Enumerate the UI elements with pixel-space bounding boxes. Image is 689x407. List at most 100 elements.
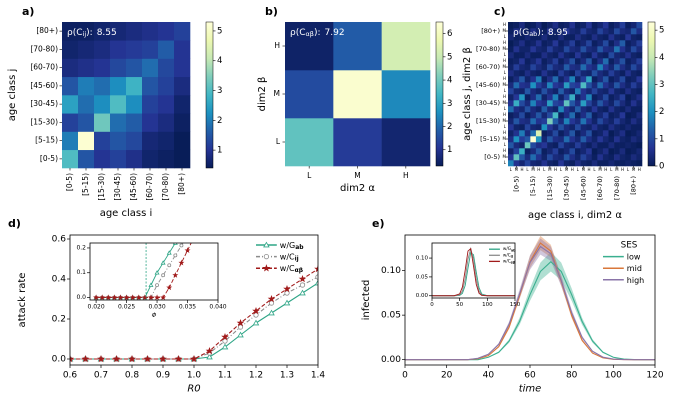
heatmap-cell [597,148,604,155]
marker [81,354,90,363]
y-tick-label: [15-30) [30,117,58,126]
heatmap-cell [541,154,548,161]
legend-name: w/C [503,252,511,257]
heatmap-cell [541,142,548,149]
heatmap-cell [625,124,632,131]
heatmap-cell [580,28,587,35]
x-tick-label: 0.8 [125,371,140,381]
y-sub-label: M [503,46,507,51]
x-tick-label: [15-30) [546,176,554,200]
heatmap-cell [530,160,537,167]
heatmap-cell [569,28,576,35]
heatmap-cell [602,64,609,71]
marker [222,338,228,344]
heatmap-cell [619,100,626,107]
x-sub-label: L [526,167,529,172]
heatmap-cell [575,136,581,143]
x-tick-label: 1.2 [249,371,263,381]
colorbar-tick-label: 1 [217,146,222,156]
heatmap-cell [608,64,615,71]
heatmap-cell [547,100,553,107]
heatmap-cell [513,88,520,95]
heatmap-cell [608,58,615,65]
heatmap-cell [535,112,542,119]
heatmap-cell [558,160,565,167]
heatmap-cell [602,154,609,161]
heatmap-cell [558,106,565,113]
heatmap-cell [552,94,559,101]
heatmap-cell [530,40,537,47]
heatmap-cell [519,154,526,161]
x-sub-label: L [560,167,563,172]
heatmap-cell [586,76,593,83]
colorbar-tick-label: 2 [659,107,664,117]
heatmap-cell [591,136,598,143]
heatmap-cell [558,136,565,143]
heatmap-cell [575,40,581,47]
heatmap-cell [591,82,598,89]
heatmap-cell [630,88,637,95]
heatmap-cell [530,46,537,53]
heatmap-cell [519,58,526,65]
heatmap-cell [513,76,520,83]
heatmap-cell [580,70,587,77]
marker [253,312,259,318]
annotation-text: ρ(G [513,28,529,38]
heatmap-cell [547,82,553,89]
heatmap-cell [625,136,632,143]
heatmap-cell [614,118,620,125]
heatmap-cell [625,28,632,35]
heatmap-cell [62,22,79,41]
heatmap-cell [524,22,531,29]
heatmap-cell [619,106,626,113]
heatmap-cell [519,142,526,149]
heatmap-cell [530,64,537,71]
heatmap-cell [519,136,526,143]
heatmap-cell [535,28,542,35]
x-tick-label: M [354,171,360,180]
heatmap-cell [333,70,382,119]
heatmap-cell [591,148,598,155]
heatmap-cell [586,94,593,101]
heatmap-cell [614,46,620,53]
heatmap-cell [558,28,565,35]
heatmap-cell [636,130,643,137]
heatmap-cell [513,40,520,47]
heatmap-cell [541,82,548,89]
heatmap-cell [513,100,520,107]
heatmap-cell [530,94,537,101]
y-tick-label: [30-45) [476,99,500,107]
heatmap-cell [174,131,191,151]
marker [166,284,173,291]
heatmap-cell [563,100,570,107]
heatmap-cell [614,88,620,95]
x-tick-label: 1.4 [311,371,326,381]
heatmap-cell [580,100,587,107]
heatmap-cell [547,112,553,119]
heatmap-cell [508,34,514,41]
y-sub-label: L [504,106,507,111]
y-tick-label: 0.00 [416,293,429,299]
heatmap-cell [602,142,609,149]
marker [267,294,276,303]
heatmap-cell [547,130,553,137]
heatmap-cell [508,52,514,59]
heatmap-cell [530,124,537,131]
heatmap-cell [519,70,526,77]
heatmap-cell [519,46,526,53]
marker [97,354,105,363]
heatmap-cell [580,88,587,95]
heatmap-cell [619,118,626,125]
heatmap-cell [575,94,581,101]
legend-sub: ab [511,248,516,252]
heatmap-cell [591,40,598,47]
heatmap-cell [519,88,526,95]
heatmap-cell [619,82,626,89]
heatmap-cell [535,94,542,101]
colorbar-tick-label: 4 [447,76,452,86]
heatmap-cell [142,131,159,151]
marker [221,332,229,341]
heatmap-cell [614,82,620,89]
marker [117,294,124,300]
heatmap-cell [508,154,514,161]
